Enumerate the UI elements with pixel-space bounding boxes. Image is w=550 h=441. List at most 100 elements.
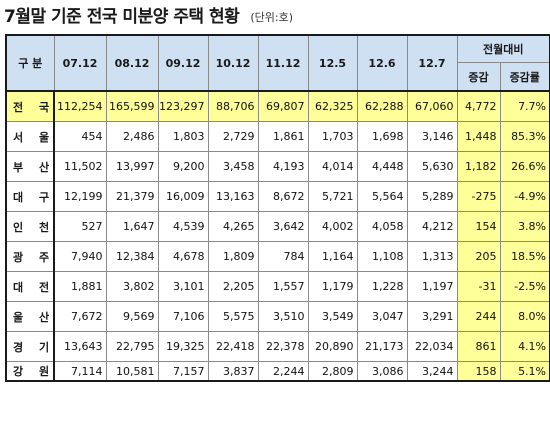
region-label: 서 울 xyxy=(5,121,55,152)
change-cell: 154 xyxy=(456,211,501,242)
value-cell: 4,265 xyxy=(207,211,259,242)
value-cell: 112,254 xyxy=(53,90,107,122)
value-cell: 1,164 xyxy=(307,241,358,272)
region-label: 울 산 xyxy=(5,301,55,332)
header-row: 구 분 07.12 08.12 09.12 10.12 11.12 12.5 1… xyxy=(5,34,550,92)
value-cell: 165,599 xyxy=(105,90,159,122)
region-label: 강 원 xyxy=(5,361,55,381)
table-row: 전 국 112,254 165,599 123,297 88,706 69,807 62,3… xyxy=(5,90,550,122)
table-row: 대 전 1,881 3,802 3,101 2,205 1,557 1,179 1,228 1,… xyxy=(5,271,550,302)
value-cell: 4,539 xyxy=(157,211,209,242)
mom-header: 전월대비 xyxy=(456,34,550,63)
change-rate-cell: -4.9% xyxy=(499,181,550,212)
value-cell: 5,721 xyxy=(307,181,358,212)
change-cell: 1,448 xyxy=(456,121,501,152)
value-cell: 3,837 xyxy=(207,361,259,381)
value-cell: 21,173 xyxy=(356,331,408,362)
value-cell: 2,729 xyxy=(207,121,259,152)
value-cell: 1,313 xyxy=(406,241,458,272)
change-rate-cell: 8.0% xyxy=(499,301,550,332)
table-row: 대 구 12,199 21,379 16,009 13,163 8,672 5,721 5,5… xyxy=(5,181,550,212)
value-cell: 20,890 xyxy=(307,331,358,362)
value-cell: 3,802 xyxy=(105,271,159,302)
value-cell: 4,014 xyxy=(307,151,358,182)
table-row: 부 산 11,502 13,997 9,200 3,458 4,193 4,014 4,448… xyxy=(5,151,550,182)
value-cell: 1,803 xyxy=(157,121,209,152)
table-row: 경 기 13,643 22,795 19,325 22,418 22,378 20,890 2… xyxy=(5,331,550,362)
change-rate-cell: 85.3% xyxy=(499,121,550,152)
value-cell: 13,643 xyxy=(53,331,107,362)
value-cell: 62,288 xyxy=(356,90,408,122)
value-cell: 454 xyxy=(53,121,107,152)
region-label: 부 산 xyxy=(5,151,55,182)
value-cell: 3,047 xyxy=(356,301,408,332)
change-rate-cell: 18.5% xyxy=(499,241,550,272)
value-cell: 1,108 xyxy=(356,241,408,272)
value-cell: 3,146 xyxy=(406,121,458,152)
value-cell: 10,581 xyxy=(105,361,159,381)
value-cell: 527 xyxy=(53,211,107,242)
value-cell: 8,672 xyxy=(257,181,309,212)
value-cell: 4,448 xyxy=(356,151,408,182)
value-cell: 5,575 xyxy=(207,301,259,332)
value-cell: 1,703 xyxy=(307,121,358,152)
period-header: 08.12 xyxy=(105,34,159,92)
document-title-bar: 7월말 기준 전국 미분양 주택 현황 (단위:호) xyxy=(4,2,293,27)
value-cell: 1,557 xyxy=(257,271,309,302)
region-label: 광 주 xyxy=(5,241,55,272)
value-cell: 1,228 xyxy=(356,271,408,302)
change-rate-cell: 4.1% xyxy=(499,331,550,362)
change-cell: 244 xyxy=(456,301,501,332)
value-cell: 12,384 xyxy=(105,241,159,272)
change-cell: -275 xyxy=(456,181,501,212)
value-cell: 7,672 xyxy=(53,301,107,332)
change-cell: -31 xyxy=(456,271,501,302)
value-cell: 22,378 xyxy=(257,331,309,362)
change-cell: 861 xyxy=(456,331,501,362)
value-cell: 16,009 xyxy=(157,181,209,212)
value-cell: 88,706 xyxy=(207,90,259,122)
value-cell: 5,564 xyxy=(356,181,408,212)
value-cell: 1,179 xyxy=(307,271,358,302)
document-title: 7월말 기준 전국 미분양 주택 현황 xyxy=(4,7,240,27)
unsold-housing-table: 구 분 07.12 08.12 09.12 10.12 11.12 12.5 1… xyxy=(5,34,550,382)
value-cell: 13,163 xyxy=(207,181,259,212)
period-header: 10.12 xyxy=(207,34,259,92)
value-cell: 22,034 xyxy=(406,331,458,362)
value-cell: 21,379 xyxy=(105,181,159,212)
unit-label: (단위:호) xyxy=(250,11,293,24)
change-rate-cell: -2.5% xyxy=(499,271,550,302)
value-cell: 69,807 xyxy=(257,90,309,122)
value-cell: 22,795 xyxy=(105,331,159,362)
change-rate-header: 증감률 xyxy=(499,62,550,92)
value-cell: 4,002 xyxy=(307,211,358,242)
table-row: 광 주 7,940 12,384 4,678 1,809 784 1,164 1,108 1,3… xyxy=(5,241,550,272)
change-rate-cell: 5.1% xyxy=(499,361,550,381)
value-cell: 1,197 xyxy=(406,271,458,302)
region-label: 인 천 xyxy=(5,211,55,242)
period-header: 12.7 xyxy=(406,34,458,92)
category-header: 구 분 xyxy=(5,34,55,92)
value-cell: 11,502 xyxy=(53,151,107,182)
value-cell: 67,060 xyxy=(406,90,458,122)
value-cell: 62,325 xyxy=(307,90,358,122)
value-cell: 2,244 xyxy=(257,361,309,381)
value-cell: 784 xyxy=(257,241,309,272)
value-cell: 3,244 xyxy=(406,361,458,381)
table-row: 서 울 454 2,486 1,803 2,729 1,861 1,703 1,698 3,14… xyxy=(5,121,550,152)
change-cell: 158 xyxy=(456,361,501,381)
value-cell: 2,205 xyxy=(207,271,259,302)
change-cell: 205 xyxy=(456,241,501,272)
value-cell: 2,486 xyxy=(105,121,159,152)
value-cell: 5,289 xyxy=(406,181,458,212)
change-cell: 1,182 xyxy=(456,151,501,182)
period-header: 11.12 xyxy=(257,34,309,92)
region-label: 대 전 xyxy=(5,271,55,302)
value-cell: 1,698 xyxy=(356,121,408,152)
value-cell: 3,642 xyxy=(257,211,309,242)
change-cell: 4,772 xyxy=(456,90,501,122)
value-cell: 12,199 xyxy=(53,181,107,212)
period-header: 07.12 xyxy=(53,34,107,92)
table-row: 강 원 7,114 10,581 7,157 3,837 2,244 2,809 3,086 3… xyxy=(5,361,550,381)
value-cell: 1,809 xyxy=(207,241,259,272)
